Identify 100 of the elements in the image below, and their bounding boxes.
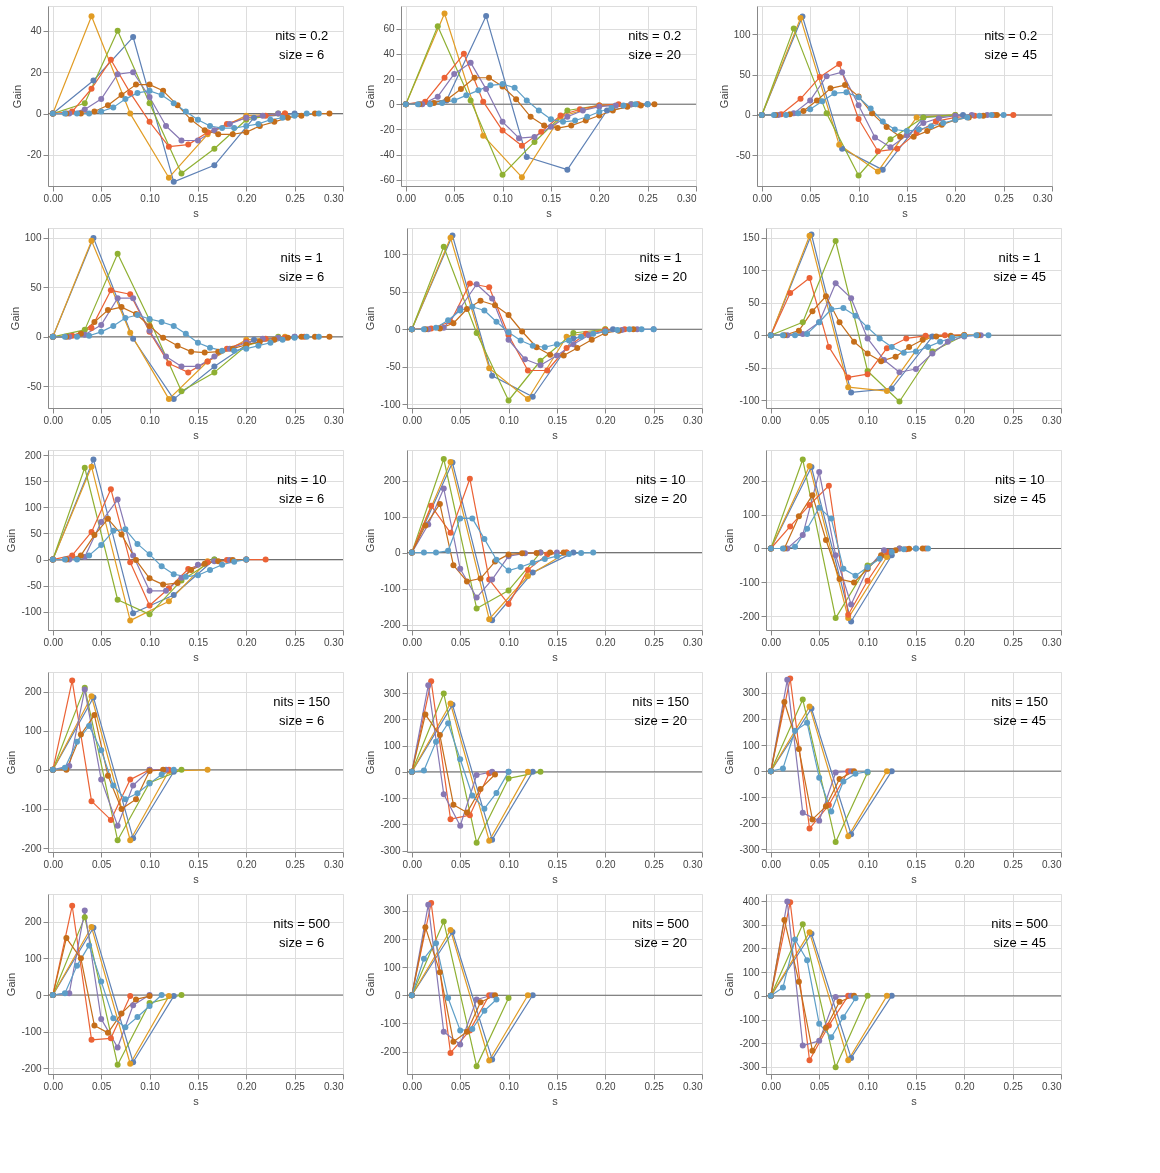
x-tick-label: 0.30 bbox=[1042, 414, 1062, 426]
y-tick-label: -100 bbox=[21, 1026, 42, 1038]
x-axis-title: s bbox=[552, 428, 559, 441]
x-tick-label: 0.25 bbox=[644, 636, 665, 648]
y-tick-label: 300 bbox=[742, 919, 760, 931]
x-tick-label: 0.10 bbox=[493, 192, 514, 204]
x-tick-label: 0.20 bbox=[590, 192, 610, 204]
x-tick-label: 0.10 bbox=[858, 858, 879, 870]
x-tick-label: 0.10 bbox=[140, 192, 161, 204]
y-tick-label: 0 bbox=[35, 108, 42, 120]
y-tick-label: 0 bbox=[388, 98, 395, 110]
x-tick-label: 0.30 bbox=[1042, 858, 1062, 870]
x-axis-title: s bbox=[546, 206, 553, 219]
y-tick-label: 300 bbox=[383, 687, 401, 699]
annotation: nits = 500 bbox=[632, 916, 690, 931]
x-tick-label: 0.25 bbox=[285, 1080, 306, 1092]
y-tick-label: 150 bbox=[24, 475, 42, 487]
x-tick-label: 0.15 bbox=[547, 414, 568, 426]
annotation: size = 20 bbox=[634, 491, 687, 506]
y-tick-label: -50 bbox=[386, 361, 401, 373]
x-tick-label: 0.00 bbox=[43, 1080, 64, 1092]
x-tick-label: 0.00 bbox=[761, 636, 782, 648]
x-tick-label: 0.30 bbox=[677, 192, 697, 204]
x-tick-label: 0.20 bbox=[237, 192, 257, 204]
y-tick-label: 300 bbox=[742, 687, 760, 699]
annotation: size = 20 bbox=[634, 713, 687, 728]
x-tick-label: 0.10 bbox=[499, 1080, 520, 1092]
y-tick-label: 100 bbox=[383, 740, 401, 752]
x-tick-label: 0.20 bbox=[237, 414, 257, 426]
y-tick-label: -50 bbox=[27, 580, 42, 592]
y-tick-label: 0 bbox=[35, 331, 42, 343]
y-tick-label: 0 bbox=[394, 547, 401, 559]
y-tick-label: 200 bbox=[24, 686, 42, 698]
x-tick-label: 0.05 bbox=[809, 858, 830, 870]
y-axis-title: Gain bbox=[723, 528, 736, 553]
annotation: nits = 1 bbox=[998, 250, 1041, 265]
x-tick-label: 0.30 bbox=[324, 192, 344, 204]
x-tick-label: 0.15 bbox=[547, 636, 568, 648]
x-axis-title: s bbox=[193, 206, 200, 219]
x-tick-label: 0.00 bbox=[402, 1080, 423, 1092]
annotation: nits = 150 bbox=[991, 694, 1049, 709]
x-axis-title: s bbox=[193, 1094, 200, 1107]
y-tick-label: -50 bbox=[736, 149, 751, 161]
y-tick-label: -200 bbox=[380, 818, 401, 830]
annotation: nits = 0.2 bbox=[984, 28, 1038, 43]
annotation: nits = 1 bbox=[639, 250, 682, 265]
x-tick-label: 0.30 bbox=[683, 858, 703, 870]
y-tick-label: -100 bbox=[380, 792, 401, 804]
y-tick-label: -300 bbox=[380, 845, 401, 857]
annotation: nits = 10 bbox=[635, 472, 686, 487]
x-tick-label: 0.30 bbox=[1033, 192, 1053, 204]
y-axis-title: Gain bbox=[364, 750, 377, 775]
x-tick-label: 0.25 bbox=[1003, 858, 1024, 870]
x-axis-title: s bbox=[193, 650, 200, 663]
x-tick-label: 0.15 bbox=[547, 858, 568, 870]
y-axis-title: Gain bbox=[8, 306, 21, 331]
x-tick-label: 0.25 bbox=[644, 858, 665, 870]
x-tick-label: 0.05 bbox=[809, 636, 830, 648]
x-tick-label: 0.10 bbox=[140, 414, 161, 426]
y-axis-title: Gain bbox=[5, 972, 18, 997]
x-tick-label: 0.25 bbox=[285, 414, 306, 426]
y-axis-title: Gain bbox=[717, 84, 730, 109]
annotation: nits = 150 bbox=[632, 694, 690, 709]
y-tick-label: 400 bbox=[742, 895, 760, 907]
x-axis-title: s bbox=[552, 872, 559, 885]
x-tick-label: 0.00 bbox=[761, 858, 782, 870]
x-tick-label: 0.00 bbox=[43, 636, 64, 648]
y-tick-label: -100 bbox=[21, 803, 42, 815]
y-tick-label: 0 bbox=[35, 554, 42, 566]
x-tick-label: 0.15 bbox=[188, 1080, 209, 1092]
x-tick-label: 0.00 bbox=[43, 858, 64, 870]
y-tick-label: 200 bbox=[383, 933, 401, 945]
annotation: nits = 500 bbox=[991, 916, 1049, 931]
x-tick-label: 0.10 bbox=[499, 636, 520, 648]
x-tick-label: 0.25 bbox=[285, 192, 306, 204]
x-tick-label: 0.05 bbox=[91, 1080, 112, 1092]
x-tick-label: 0.15 bbox=[188, 192, 209, 204]
x-tick-label: 0.25 bbox=[1003, 414, 1024, 426]
x-tick-label: 0.30 bbox=[683, 1080, 703, 1092]
annotation: size = 6 bbox=[279, 269, 325, 284]
annotation: size = 45 bbox=[993, 935, 1046, 950]
y-tick-label: 0 bbox=[394, 323, 401, 335]
y-tick-label: 60 bbox=[383, 23, 395, 35]
y-tick-label: 100 bbox=[383, 248, 401, 260]
x-tick-label: 0.20 bbox=[237, 1080, 257, 1092]
x-tick-label: 0.15 bbox=[897, 192, 918, 204]
y-tick-label: 200 bbox=[383, 713, 401, 725]
x-tick-label: 0.20 bbox=[596, 858, 616, 870]
annotation: size = 6 bbox=[279, 713, 325, 728]
x-tick-label: 0.15 bbox=[188, 414, 209, 426]
y-tick-label: 100 bbox=[24, 725, 42, 737]
x-tick-label: 0.10 bbox=[849, 192, 870, 204]
y-tick-label: 100 bbox=[383, 511, 401, 523]
y-tick-label: -50 bbox=[27, 380, 42, 392]
annotation: size = 45 bbox=[993, 491, 1046, 506]
y-axis-title: Gain bbox=[723, 750, 736, 775]
x-tick-label: 0.30 bbox=[324, 1080, 344, 1092]
x-tick-label: 0.20 bbox=[955, 636, 975, 648]
x-tick-label: 0.20 bbox=[955, 414, 975, 426]
annotation: size = 45 bbox=[993, 269, 1046, 284]
